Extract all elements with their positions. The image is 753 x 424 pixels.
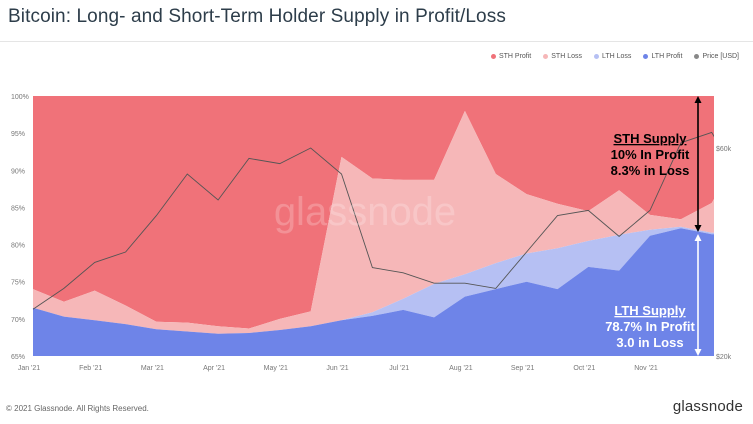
- y2-tick-label: $60k: [716, 146, 732, 153]
- area-sth-loss: [33, 110, 714, 334]
- legend-item-lth-loss[interactable]: LTH Loss: [594, 53, 631, 60]
- sth-annotation-loss: 8.3% in Loss: [611, 163, 690, 178]
- legend-dot-sth-loss: [543, 54, 549, 59]
- x-tick-label: Jan '21: [18, 365, 40, 372]
- y-tick-label: 85%: [11, 205, 25, 212]
- sth-arrow: [694, 96, 702, 232]
- sth-annotation-profit: 10% In Profit: [611, 147, 690, 162]
- plot-area: glassnode: [32, 96, 714, 356]
- legend-label-price: Price [USD]: [702, 53, 739, 60]
- legend-item-price[interactable]: Price [USD]: [694, 53, 739, 60]
- title-divider: [0, 41, 753, 42]
- legend-item-lth-profit[interactable]: LTH Profit: [643, 53, 682, 60]
- chart-title: Bitcoin: Long- and Short-Term Holder Sup…: [8, 6, 506, 27]
- x-tick-label: Nov '21: [634, 365, 658, 372]
- legend-item-sth-profit[interactable]: STH Profit: [490, 53, 532, 60]
- x-tick-label: Feb '21: [79, 365, 102, 372]
- lth-annotation-profit: 78.7% In Profit: [605, 319, 695, 334]
- legend-dot-price: [694, 54, 700, 59]
- legend-dot-lth-profit: [643, 54, 649, 59]
- lth-annotation-title: LTH Supply: [614, 303, 686, 318]
- x-tick-label: Mar '21: [141, 365, 164, 372]
- area-lth-loss: [33, 226, 714, 334]
- y-tick-label: 95%: [11, 131, 25, 138]
- legend-dot-sth-profit: [490, 54, 496, 59]
- x-tick-label: Apr '21: [203, 365, 225, 372]
- y-tick-label: 65%: [11, 354, 25, 361]
- lth-arrow: [694, 234, 702, 356]
- sth-annotation-title: STH Supply: [614, 131, 688, 146]
- price-line: [32, 131, 714, 310]
- chart-legend: STH Profit STH Loss LTH Loss LTH Profit …: [490, 53, 739, 60]
- y-tick-label: 75%: [11, 280, 25, 287]
- y-tick-label: 100%: [11, 94, 29, 101]
- y-tick-label: 70%: [11, 317, 25, 324]
- footer-copyright: © 2021 Glassnode. All Rights Reserved.: [6, 404, 149, 413]
- x-tick-label: Jun '21: [326, 365, 348, 372]
- legend-label-sth-loss: STH Loss: [551, 53, 582, 60]
- legend-dot-lth-loss: [594, 54, 599, 59]
- area-sth-profit: [33, 96, 714, 329]
- watermark: glassnode: [274, 190, 456, 234]
- legend-item-sth-loss[interactable]: STH Loss: [543, 53, 582, 60]
- lth-annotation-loss: 3.0 in Loss: [616, 335, 683, 350]
- y-tick-label: 80%: [11, 243, 25, 250]
- footer-brand-logo: glassnode: [672, 398, 743, 415]
- y-tick-label: 90%: [11, 168, 25, 175]
- x-tick-label: Oct '21: [573, 365, 595, 372]
- legend-label-lth-profit: LTH Profit: [651, 53, 683, 60]
- x-tick-label: Jul '21: [389, 365, 409, 372]
- x-tick-label: May '21: [264, 365, 288, 372]
- area-lth-profit: [33, 228, 714, 356]
- x-tick-label: Aug '21: [449, 365, 473, 372]
- x-tick-label: Sep '21: [511, 365, 535, 372]
- y2-tick-label: $20k: [716, 354, 732, 361]
- legend-label-sth-profit: STH Profit: [498, 53, 532, 60]
- legend-label-lth-loss: LTH Loss: [602, 53, 632, 60]
